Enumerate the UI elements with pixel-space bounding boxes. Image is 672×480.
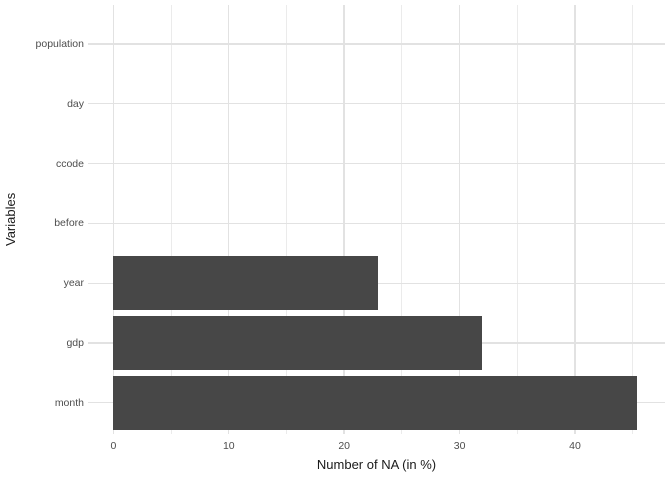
gridline-major-y-ccode bbox=[88, 162, 665, 165]
gridline-major-x-40 bbox=[574, 5, 576, 434]
gridline-minor-x-25 bbox=[401, 5, 403, 434]
gridline-major-x-20 bbox=[343, 5, 345, 434]
y-tick-label-gdp: gdp bbox=[66, 337, 84, 349]
x-axis-title: Number of NA (in %) bbox=[316, 457, 437, 472]
y-tick-label-before: before bbox=[54, 217, 84, 230]
bar-year bbox=[113, 256, 378, 311]
gridline-major-x-0 bbox=[112, 5, 115, 434]
bar-month bbox=[113, 375, 638, 430]
gridline-minor-x-5 bbox=[170, 5, 172, 434]
bar-gdp bbox=[113, 316, 482, 370]
y-tick-label-month: month bbox=[54, 396, 84, 409]
x-tick-label-30: 30 bbox=[453, 440, 466, 452]
plot-panel bbox=[88, 5, 665, 434]
gridline-major-x-30 bbox=[458, 5, 461, 434]
x-tick-label-0: 0 bbox=[110, 440, 117, 452]
x-tick-label-20: 20 bbox=[338, 440, 351, 452]
gridline-major-y-before bbox=[88, 222, 665, 225]
gridline-minor-x-35 bbox=[516, 5, 518, 434]
gridline-major-x-10 bbox=[228, 5, 230, 434]
gridline-minor-x-45 bbox=[632, 5, 634, 434]
gridline-major-y-day bbox=[88, 103, 665, 105]
x-tick-label-10: 10 bbox=[222, 440, 235, 452]
y-tick-label-population: population bbox=[35, 38, 84, 50]
x-tick-label-40: 40 bbox=[569, 440, 581, 452]
y-tick-label-year: year bbox=[63, 277, 84, 290]
gridline-minor-x-15 bbox=[285, 5, 287, 434]
y-tick-label-ccode: ccode bbox=[55, 157, 84, 170]
gridline-major-y-population bbox=[88, 43, 665, 45]
y-tick-label-day: day bbox=[67, 97, 84, 110]
